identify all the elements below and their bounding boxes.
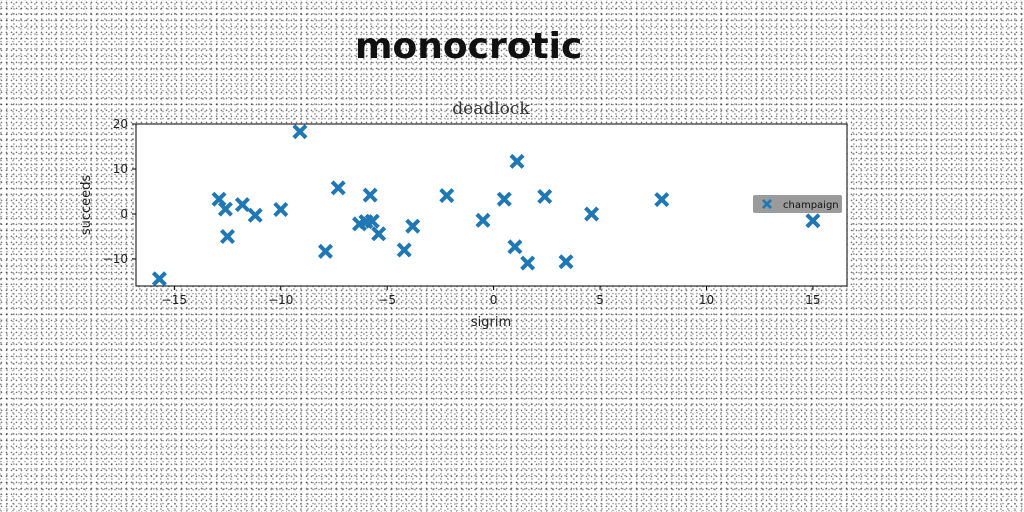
- x-tick-label: 15: [805, 293, 820, 307]
- x-tick-label: 5: [596, 293, 604, 307]
- y-tick-label: 0: [120, 207, 128, 221]
- x-tick-label: −10: [268, 293, 293, 307]
- x-axis-label: sigrim: [471, 315, 511, 330]
- y-tick-label: 20: [113, 117, 128, 131]
- x-axis: −15 −10 −5 0 5 10 15: [162, 286, 821, 307]
- legend-label: champaign: [783, 200, 839, 211]
- chart-title: deadlock: [452, 99, 530, 119]
- y-tick-label: −10: [103, 252, 128, 266]
- legend: champaign: [753, 195, 842, 213]
- y-axis: −10 0 10 20: [103, 117, 136, 266]
- y-tick-label: 10: [113, 162, 128, 176]
- x-tick-label: 10: [699, 293, 714, 307]
- x-tick-label: −5: [378, 293, 396, 307]
- x-tick-label: −15: [162, 293, 187, 307]
- x-tick-label: 0: [490, 293, 498, 307]
- y-axis-label: succeeds: [79, 175, 94, 236]
